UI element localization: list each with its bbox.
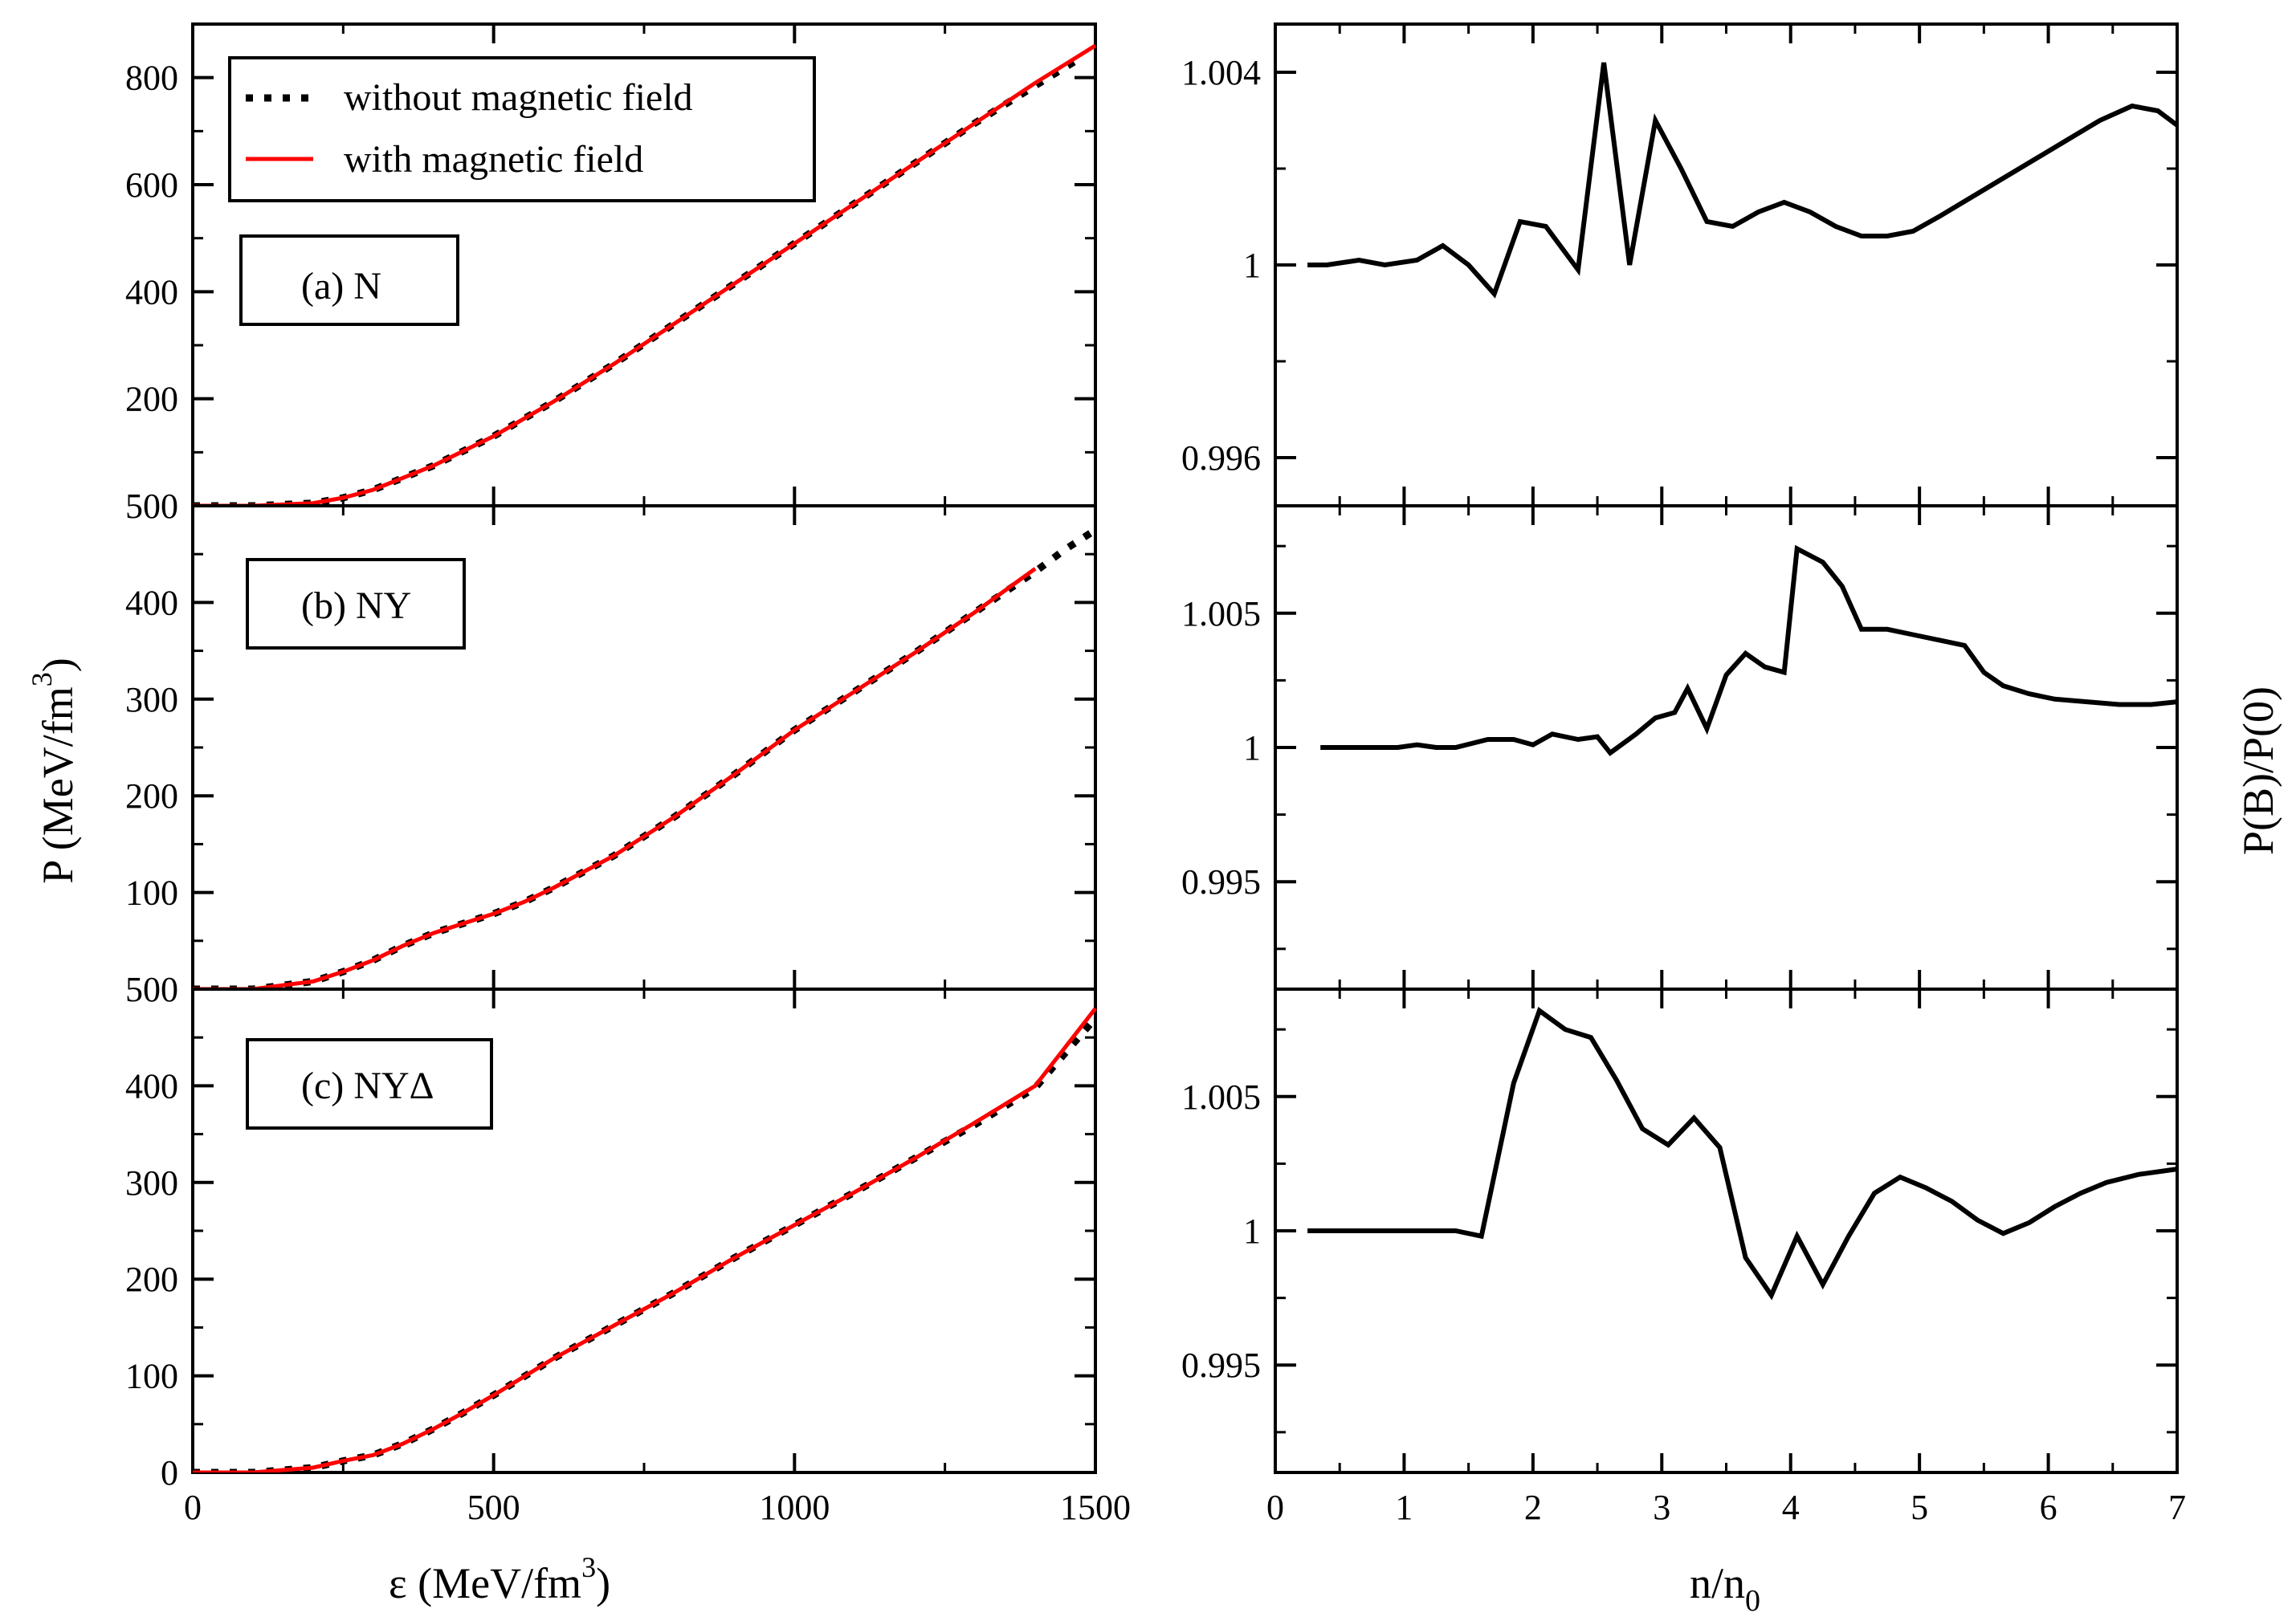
panel-label-c: (c) NYΔ (301, 1065, 434, 1107)
left-y-tick-label: 300 (125, 680, 178, 719)
left-series-with-magnetic-field (193, 43, 1097, 506)
left-x-axis-title: ε (MeV/fm3) (389, 1551, 610, 1607)
right-y-tick-label: 0.996 (1181, 438, 1261, 478)
right-x-title-text: n/n (1690, 1559, 1745, 1607)
left-y-tick-label: 300 (125, 1163, 178, 1203)
left-x-tick-label: 1000 (759, 1488, 830, 1527)
left-y-tick-label: 100 (125, 1357, 178, 1396)
right-y-tick-label: 1.005 (1181, 594, 1261, 633)
right-y-axis-title: P(B)/P(0) (2234, 686, 2282, 855)
left-panel-1: 100 200 300 400 500 (125, 504, 1098, 1009)
right-x-title-sub: 0 (1745, 1584, 1760, 1618)
left-panel-2: 0 100 200 300 400 0 500 1000 1500 (125, 988, 1131, 1527)
left-y-tick-label: 400 (125, 1066, 178, 1106)
right-series-ratio (1307, 62, 2179, 299)
panel-label-box-a (239, 234, 459, 326)
left-y-bottom-label: 500 (125, 970, 178, 1009)
legend-label-with: with magnetic field (344, 138, 643, 181)
right-panel-frame (1274, 22, 2179, 507)
left-y-tick-label: 200 (125, 380, 178, 419)
right-x-tick-label: 1 (1395, 1488, 1413, 1527)
right-x-tick-label: 0 (1266, 1488, 1284, 1527)
left-y-title-close: ) (34, 658, 82, 672)
right-x-tick-label: 4 (1782, 1488, 1800, 1527)
right-x-tick-label: 5 (1911, 1488, 1928, 1527)
left-y-title-text: P (MeV/fm (34, 686, 82, 883)
left-y-axis-title: P (MeV/fm3) (26, 658, 82, 883)
right-y-tick-label: 0.995 (1181, 1346, 1261, 1385)
legend-box (228, 56, 816, 202)
legend-label-without: without magnetic field (344, 76, 693, 119)
left-column-plots: 200 400 600 800 500 100 200 300 400 500 0 100 200 300… (125, 22, 1131, 1527)
right-y-tick-label: 1 (1243, 728, 1261, 768)
left-y-tick-label: 600 (125, 165, 178, 205)
right-panel-0: 0.996 1 1.004 (1181, 22, 2179, 507)
right-x-tick-label: 7 (2168, 1488, 2186, 1527)
right-panel-2: 0.995 1 1.005 0 1 2 3 4 5 6 7 (1181, 988, 2186, 1527)
right-y-tick-label: 1.004 (1181, 53, 1261, 92)
left-y-tick-label: 800 (125, 59, 178, 98)
right-y-tick-label: 0.995 (1181, 862, 1261, 902)
right-series-ratio (1320, 544, 2178, 756)
left-x-title-close: ) (596, 1559, 610, 1607)
left-series-with-magnetic-field (193, 1007, 1097, 1472)
left-y-tick-label: 100 (125, 874, 178, 913)
left-y-bottom-label: 500 (125, 487, 178, 526)
left-y-tick-label: 400 (125, 583, 178, 622)
panel-label-a: (a) N (301, 265, 381, 308)
left-y-title-sup: 3 (26, 672, 58, 686)
right-x-axis-title: n/n0 (1690, 1559, 1760, 1618)
panel-label-b: (b) NY (301, 584, 411, 627)
left-series-with-magnetic-field (193, 567, 1037, 989)
panel-label-box-c (246, 1038, 493, 1130)
right-y-tick-label: 1.005 (1181, 1077, 1261, 1117)
left-y-tick-label: 400 (125, 272, 178, 312)
left-x-tick-label: 500 (467, 1488, 520, 1527)
legend: without magnetic field with magnetic fie… (228, 56, 816, 202)
left-y-tick-label: 200 (125, 1260, 178, 1299)
left-y-tick-label: 0 (161, 1453, 178, 1493)
right-series-ratio (1307, 1007, 2178, 1301)
left-x-title-sup: 3 (581, 1551, 596, 1583)
right-y-tick-label: 1 (1243, 1212, 1261, 1251)
left-x-title-text: ε (MeV/fm (389, 1559, 581, 1607)
right-x-tick-label: 3 (1653, 1488, 1670, 1527)
right-x-tick-label: 2 (1524, 1488, 1542, 1527)
right-y-tick-label: 1 (1243, 246, 1261, 285)
left-x-tick-label: 0 (184, 1488, 202, 1527)
right-panel-1: 0.995 1 1.005 (1181, 504, 2179, 991)
right-column-plots: 0.996 1 1.004 0.995 1 1.005 0.995 1 1.005 0 1 2 3 4 5 6… (1181, 22, 2186, 1527)
left-x-tick-label: 1500 (1060, 1488, 1131, 1527)
left-y-tick-label: 200 (125, 776, 178, 816)
right-x-tick-label: 6 (2040, 1488, 2057, 1527)
panel-label-box-b (246, 558, 466, 650)
